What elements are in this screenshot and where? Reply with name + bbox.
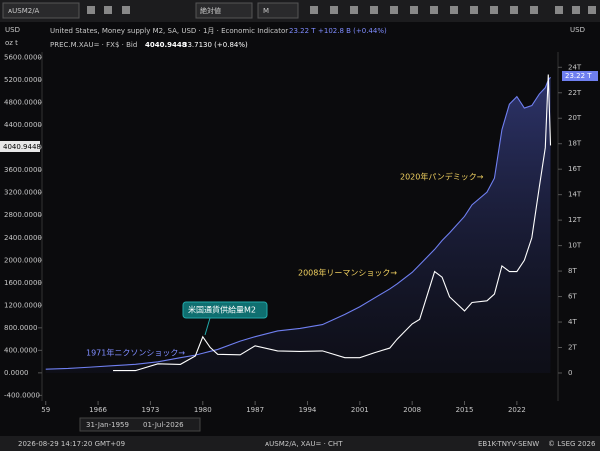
y2-tick-label: 24T bbox=[568, 63, 582, 71]
y-tick-label: 2800.0000 bbox=[4, 211, 42, 219]
annotation-pointer bbox=[204, 317, 211, 336]
symbol: ᴀUSM2/A bbox=[8, 7, 40, 15]
y2-tick-label: 16T bbox=[568, 165, 582, 173]
status-bar bbox=[0, 436, 600, 451]
y2-tick-label: 22T bbox=[568, 89, 582, 97]
x-tick-label: 1987 bbox=[246, 406, 264, 414]
m2-last: 23.22 T bbox=[289, 27, 316, 35]
y-tick-label: 4400.0000 bbox=[4, 121, 42, 129]
right-price-tag-bg bbox=[562, 71, 598, 81]
y-tick-label: 3200.0000 bbox=[4, 189, 42, 197]
m2-legend: United States, Money supply M2, SA, USD … bbox=[50, 27, 288, 35]
area bbox=[45, 77, 551, 373]
toolbar-icons bbox=[87, 6, 596, 14]
x-tick-label: 2008 bbox=[403, 406, 421, 414]
x-tick-label: 1966 bbox=[89, 406, 107, 414]
left-price-tag-bg bbox=[0, 141, 40, 152]
y2-tick-label: 4T bbox=[568, 318, 577, 326]
scale-select[interactable] bbox=[195, 2, 253, 19]
x-tick-label: 1973 bbox=[142, 406, 160, 414]
status-instruments: ᴀUSM2/A, XAU= · CHT bbox=[265, 440, 343, 448]
y2-tick-label: 10T bbox=[568, 242, 582, 250]
left-price-tag: 4040.9448 bbox=[3, 143, 41, 151]
y2-tick-label: 18T bbox=[568, 140, 582, 148]
status-copyright: © LSEG 2026 bbox=[548, 440, 596, 448]
status-time: 2026-08-29 14:17:20 GMT+09 bbox=[18, 440, 125, 448]
y-tick-label: -400.0000 bbox=[4, 391, 40, 399]
interval: M bbox=[263, 7, 269, 15]
y2-tick-label: 14T bbox=[568, 191, 582, 199]
y2-tick-label: 8T bbox=[568, 267, 577, 275]
y-tick-label: 5600.0000 bbox=[4, 54, 42, 62]
y2-tick-label: 12T bbox=[568, 216, 582, 224]
annotation: 1971年ニクソンショック→ bbox=[86, 348, 185, 358]
annotation: 米国通貨供給量M2 bbox=[188, 305, 256, 315]
y-tick-label: 5200.0000 bbox=[4, 76, 42, 84]
x-tick-label: 2022 bbox=[508, 406, 526, 414]
y-tick-label: 2400.0000 bbox=[4, 234, 42, 242]
left-unit: oz t bbox=[5, 39, 18, 47]
annotation: 2020年パンデミック→ bbox=[400, 172, 484, 182]
y2-tick-label: 0 bbox=[568, 369, 572, 377]
y-tick-label: 400.0000 bbox=[4, 346, 37, 354]
gold-legend: PREC.M.XAU= · FX$ · Bid bbox=[50, 41, 137, 49]
annotation-box bbox=[182, 301, 268, 319]
y2-tick-label: 2T bbox=[568, 344, 577, 352]
x-tick-label: 1980 bbox=[194, 406, 212, 414]
y2-tick-label: 20T bbox=[568, 114, 582, 122]
y-tick-label: 1600.0000 bbox=[4, 279, 42, 287]
status-code: EB1K-TNYV-SENW bbox=[478, 440, 539, 448]
symbol-box[interactable] bbox=[2, 2, 80, 19]
gold-change: 33.7130 (+0.84%) bbox=[183, 41, 248, 49]
x-tick-label: 2015 bbox=[456, 406, 474, 414]
y-tick-label: 0.0000 bbox=[4, 369, 29, 377]
x-tick-label: 2001 bbox=[351, 406, 369, 414]
plot: -400.0000 0.0000 400.0000 800.0000 1200.0000… bbox=[4, 54, 582, 414]
y-tick-label: 2000.0000 bbox=[4, 256, 42, 264]
y-tick-label: 4800.0000 bbox=[4, 99, 42, 107]
line bbox=[113, 74, 552, 372]
y2-tick-label: 6T bbox=[568, 293, 577, 301]
x-tick-label: 1994 bbox=[299, 406, 317, 414]
gold-last: 4040.9448 bbox=[145, 41, 187, 49]
line bbox=[45, 76, 551, 370]
interval-select[interactable] bbox=[257, 2, 299, 19]
x-tick-label: 59 bbox=[41, 406, 50, 414]
y-tick-label: 3600.0000 bbox=[4, 166, 42, 174]
left-currency: USD bbox=[5, 26, 20, 34]
annotation: 2008年リーマンショック→ bbox=[298, 268, 397, 278]
range-from: 31-Jan-1959 bbox=[86, 421, 129, 429]
range-to: 01-Jul-2026 bbox=[143, 421, 184, 429]
y-tick-label: 800.0000 bbox=[4, 324, 37, 332]
y-tick-label: 1200.0000 bbox=[4, 301, 42, 309]
m2-change: +102.8 B (+0.44%) bbox=[318, 27, 387, 35]
right-currency: USD bbox=[570, 26, 585, 34]
right-price-tag: 23.22 T bbox=[565, 72, 592, 80]
range-box[interactable] bbox=[79, 417, 201, 432]
toolbar bbox=[0, 0, 600, 22]
scale-mode: 絶対値 bbox=[200, 6, 221, 15]
